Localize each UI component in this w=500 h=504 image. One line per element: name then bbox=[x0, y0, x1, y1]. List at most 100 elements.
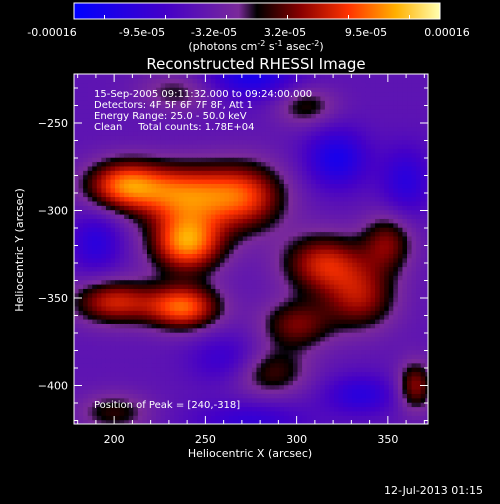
heatmap-cell bbox=[147, 148, 152, 153]
heatmap-cell bbox=[261, 358, 266, 363]
heatmap-cell bbox=[124, 372, 129, 377]
heatmap-cell bbox=[316, 92, 321, 97]
heatmap-cell bbox=[225, 267, 230, 272]
heatmap-cell bbox=[234, 306, 239, 311]
heatmap-cell bbox=[170, 253, 175, 258]
heatmap-cell bbox=[252, 192, 257, 197]
heatmap-cell bbox=[165, 306, 170, 311]
heatmap-cell bbox=[288, 74, 293, 79]
heatmap-cell bbox=[197, 166, 202, 171]
heatmap-cell bbox=[307, 201, 312, 206]
heatmap-cell bbox=[307, 258, 312, 263]
heatmap-cell bbox=[152, 188, 157, 193]
heatmap-cell bbox=[147, 358, 152, 363]
heatmap-cell bbox=[202, 363, 207, 368]
heatmap-cell bbox=[74, 302, 79, 307]
heatmap-cell bbox=[293, 363, 298, 368]
heatmap-cell bbox=[298, 175, 303, 180]
heatmap-cell bbox=[284, 376, 289, 381]
heatmap-cell bbox=[179, 297, 184, 302]
heatmap-cell bbox=[320, 341, 325, 346]
heatmap-cell bbox=[147, 192, 152, 197]
heatmap-cell bbox=[106, 197, 111, 202]
heatmap-cell bbox=[284, 100, 289, 105]
heatmap-cell bbox=[339, 148, 344, 153]
heatmap-cell bbox=[320, 376, 325, 381]
heatmap-cell bbox=[302, 407, 307, 412]
heatmap-cell bbox=[352, 358, 357, 363]
heatmap-cell bbox=[261, 188, 266, 193]
heatmap-cell bbox=[343, 78, 348, 83]
heatmap-cell bbox=[197, 415, 202, 420]
heatmap-cell bbox=[320, 306, 325, 311]
heatmap-cell bbox=[298, 358, 303, 363]
heatmap-cell bbox=[101, 411, 106, 416]
heatmap-cell bbox=[120, 267, 125, 272]
heatmap-cell bbox=[92, 227, 97, 232]
heatmap-cell bbox=[133, 249, 138, 254]
heatmap-cell bbox=[138, 302, 143, 307]
heatmap-cell bbox=[329, 402, 334, 407]
heatmap-cell bbox=[101, 166, 106, 171]
heatmap-cell bbox=[302, 74, 307, 79]
heatmap-cell bbox=[311, 188, 316, 193]
heatmap-cell bbox=[279, 393, 284, 398]
heatmap-cell bbox=[202, 218, 207, 223]
heatmap-cell bbox=[266, 205, 271, 210]
heatmap-cell bbox=[161, 148, 166, 153]
heatmap-cell bbox=[183, 179, 188, 184]
heatmap-cell bbox=[352, 227, 357, 232]
heatmap-cell bbox=[142, 153, 147, 158]
heatmap-cell bbox=[179, 345, 184, 350]
heatmap-cell bbox=[79, 118, 84, 123]
heatmap-cell bbox=[183, 218, 188, 223]
heatmap-cell bbox=[133, 258, 138, 263]
heatmap-cell bbox=[101, 354, 106, 359]
heatmap-cell bbox=[252, 113, 257, 118]
heatmap-cell bbox=[74, 144, 79, 149]
heatmap-cell bbox=[252, 258, 257, 263]
heatmap-cell bbox=[352, 315, 357, 320]
heatmap-cell bbox=[334, 74, 339, 79]
heatmap-cell bbox=[152, 201, 157, 206]
heatmap-cell bbox=[138, 253, 143, 258]
heatmap-cell bbox=[334, 188, 339, 193]
heatmap-cell bbox=[138, 297, 143, 302]
heatmap-cell bbox=[156, 372, 161, 377]
heatmap-cell bbox=[279, 253, 284, 258]
heatmap-cell bbox=[174, 345, 179, 350]
heatmap-cell bbox=[197, 223, 202, 228]
heatmap-cell bbox=[92, 380, 97, 385]
heatmap-cell bbox=[206, 328, 211, 333]
heatmap-cell bbox=[225, 350, 230, 355]
heatmap-cell bbox=[124, 310, 129, 315]
heatmap-cell bbox=[329, 288, 334, 293]
heatmap-cell bbox=[339, 328, 344, 333]
heatmap-cell bbox=[339, 214, 344, 219]
heatmap-cell bbox=[106, 306, 111, 311]
heatmap-cell bbox=[115, 367, 120, 372]
heatmap-cell bbox=[325, 148, 330, 153]
heatmap-cell bbox=[206, 350, 211, 355]
heatmap-cell bbox=[156, 306, 161, 311]
heatmap-cell bbox=[142, 393, 147, 398]
heatmap-cell bbox=[284, 183, 289, 188]
heatmap-cell bbox=[302, 227, 307, 232]
heatmap-cell bbox=[220, 188, 225, 193]
heatmap-cell bbox=[188, 258, 193, 263]
heatmap-cell bbox=[161, 284, 166, 289]
heatmap-cell bbox=[316, 201, 321, 206]
heatmap-cell bbox=[147, 293, 152, 298]
heatmap-cell bbox=[325, 323, 330, 328]
heatmap-cell bbox=[101, 323, 106, 328]
heatmap-cell bbox=[352, 214, 357, 219]
heatmap-cell bbox=[275, 376, 280, 381]
heatmap-cell bbox=[311, 297, 316, 302]
heatmap-cell bbox=[183, 197, 188, 202]
heatmap-cell bbox=[329, 131, 334, 136]
heatmap-cell bbox=[302, 240, 307, 245]
heatmap-cell bbox=[270, 188, 275, 193]
heatmap-cell bbox=[316, 197, 321, 202]
heatmap-cell bbox=[211, 236, 216, 241]
heatmap-cell bbox=[316, 267, 321, 272]
